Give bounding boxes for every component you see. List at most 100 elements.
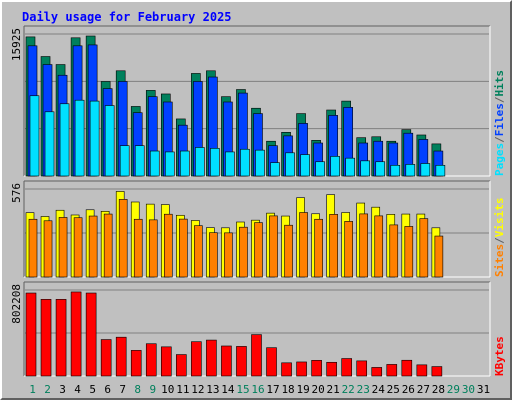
bar-pages-day-13: [210, 148, 220, 177]
y-max-label: 802208: [10, 284, 23, 324]
x-tick-label-day-1: 1: [29, 383, 36, 396]
bar-pages-day-3: [59, 103, 70, 177]
bar-pages-day-10: [164, 151, 175, 177]
bar-pages-day-9: [149, 150, 160, 177]
bar-pages-day-20: [315, 161, 325, 177]
bar-kbytes-day-18: [281, 362, 292, 377]
x-tick-label-day-30: 30: [462, 383, 475, 396]
bar-kbytes-day-24: [371, 367, 383, 377]
bar-pages-day-23: [360, 160, 371, 177]
bar-pages-day-27: [420, 163, 431, 177]
y-max-label: 15925: [10, 28, 23, 61]
bar-pages-day-15: [240, 148, 250, 177]
bar-sites-day-7: [118, 199, 128, 278]
bar-sites-day-13: [209, 232, 218, 278]
bar-kbytes-day-3: [55, 299, 67, 377]
x-tick-label-day-4: 4: [74, 383, 81, 396]
bar-sites-day-24: [374, 215, 384, 278]
bar-sites-day-16: [254, 222, 263, 278]
x-tick-label-day-6: 6: [104, 383, 111, 396]
x-tick-label-day-3: 3: [59, 383, 66, 396]
bar-pages-day-21: [330, 156, 340, 177]
x-tick-label-day-13: 13: [206, 383, 219, 396]
bar-pages-day-16: [255, 149, 265, 177]
bar-sites-day-12: [194, 225, 203, 278]
bar-pages-day-26: [405, 164, 416, 177]
bar-sites-day-28: [434, 235, 444, 278]
bar-kbytes-day-22: [341, 358, 352, 377]
bar-kbytes-day-28: [431, 366, 443, 377]
legend-separator: /: [493, 136, 506, 143]
bar-pages-day-6: [104, 105, 115, 177]
bar-sites-day-6: [103, 213, 113, 278]
bar-kbytes-day-4: [70, 291, 82, 377]
bar-pages-day-28: [435, 164, 446, 177]
bar-kbytes-day-15: [236, 346, 247, 377]
bar-kbytes-day-5: [85, 292, 97, 377]
legend-item-pages: Pages: [493, 143, 506, 176]
bar-sites-day-20: [314, 218, 323, 278]
bar-sites-day-11: [179, 218, 188, 278]
bar-pages-day-17: [270, 162, 280, 177]
bar-pages-day-11: [180, 150, 190, 177]
legend-hits-files-pages: Pages/Files/Hits: [493, 70, 506, 176]
bar-kbytes-day-8: [130, 350, 142, 377]
legend-item-kbytes: KBytes: [493, 336, 506, 376]
chart-title: Daily usage for February 2025: [22, 10, 232, 24]
bar-kbytes-day-20: [311, 360, 322, 377]
legend-item-hits: Hits: [493, 70, 506, 97]
x-tick-label-day-25: 25: [387, 383, 400, 396]
bar-pages-day-2: [44, 111, 55, 177]
bar-pages-day-4: [74, 99, 85, 177]
bar-kbytes-day-16: [251, 334, 262, 377]
x-tick-label-day-2: 2: [44, 383, 51, 396]
bar-sites-day-9: [148, 219, 158, 278]
bar-kbytes-day-13: [206, 339, 217, 377]
legend-item-visits: Visits: [493, 198, 506, 238]
bar-sites-day-19: [299, 212, 308, 278]
x-tick-label-day-29: 29: [447, 383, 460, 396]
x-tick-label-day-28: 28: [432, 383, 445, 396]
bar-sites-day-3: [58, 217, 68, 278]
bar-kbytes-day-2: [40, 299, 52, 377]
bar-sites-day-4: [73, 217, 83, 278]
bar-pages-day-25: [390, 164, 401, 177]
x-tick-label-day-23: 23: [357, 383, 370, 396]
bar-kbytes-day-25: [386, 364, 398, 377]
x-tick-label-day-19: 19: [296, 383, 309, 396]
bar-sites-day-15: [239, 226, 248, 278]
bar-kbytes-day-7: [115, 336, 127, 377]
bar-sites-day-2: [43, 220, 53, 278]
x-tick-label-day-7: 7: [119, 383, 126, 396]
bar-kbytes-day-12: [191, 341, 202, 377]
x-tick-label-day-31: 31: [477, 383, 490, 396]
bar-kbytes-day-10: [160, 346, 172, 377]
bar-sites-day-25: [389, 224, 399, 278]
bar-kbytes-day-1: [25, 292, 37, 377]
bar-kbytes-day-23: [356, 360, 368, 377]
bar-pages-day-7: [119, 145, 130, 177]
legend-separator: /: [493, 237, 506, 244]
bar-pages-day-5: [89, 100, 100, 177]
bar-pages-day-19: [300, 154, 310, 177]
bar-sites-day-27: [419, 218, 429, 278]
bar-kbytes-day-9: [145, 343, 157, 377]
legend-item-sites: Sites: [493, 244, 506, 277]
bar-pages-day-14: [225, 151, 235, 177]
x-tick-label-day-26: 26: [402, 383, 415, 396]
bar-sites-day-22: [344, 221, 353, 278]
bar-kbytes-day-26: [401, 359, 413, 377]
bar-sites-day-26: [404, 226, 414, 278]
x-tick-label-day-20: 20: [312, 383, 325, 396]
bar-kbytes-day-27: [416, 364, 428, 377]
x-tick-label-day-17: 17: [266, 383, 279, 396]
x-tick-label-day-5: 5: [89, 383, 96, 396]
legend-separator: /: [493, 96, 506, 103]
bar-pages-day-1: [29, 95, 40, 177]
bar-pages-day-18: [285, 152, 295, 177]
legend-kbytes: KBytes: [493, 336, 506, 376]
bar-kbytes-day-17: [266, 347, 277, 377]
bar-kbytes-day-11: [176, 354, 187, 377]
bar-pages-day-12: [195, 147, 205, 177]
